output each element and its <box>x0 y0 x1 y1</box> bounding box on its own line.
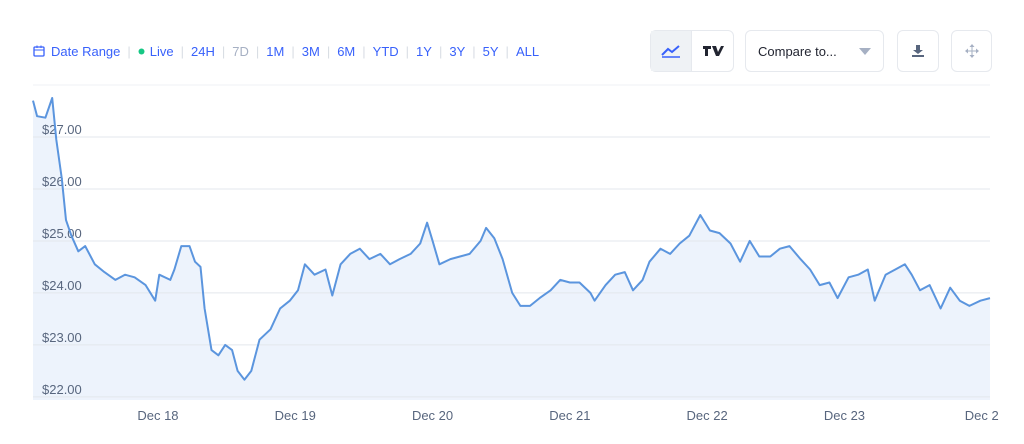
range-button[interactable]: 24H <box>191 43 215 59</box>
y-tick-label: $27.00 <box>42 122 82 137</box>
x-tick-label: Dec 23 <box>824 408 865 423</box>
line-chart-button[interactable] <box>651 31 693 71</box>
area <box>33 98 990 400</box>
range-button[interactable]: 7D <box>232 43 249 59</box>
live[interactable]: Live <box>149 43 174 59</box>
y-tick-label: $26.00 <box>42 174 82 189</box>
y-tick-label: $24.00 <box>42 278 82 293</box>
download-button[interactable] <box>897 30 939 72</box>
x-tick-label: Dec 2 <box>965 408 999 423</box>
y-tick-label: $22.00 <box>42 382 82 397</box>
x-tick-label: Dec 18 <box>137 408 178 423</box>
range-button[interactable]: 1M <box>266 43 285 59</box>
range-button[interactable]: ALL <box>515 43 540 59</box>
range-button[interactable]: 3Y <box>449 43 466 59</box>
y-tick-label: $23.00 <box>42 330 82 345</box>
x-tick-label: Dec 19 <box>275 408 316 423</box>
y-tick-label: $25.00 <box>42 226 82 241</box>
calendar-icon <box>33 45 45 57</box>
fullscreen-button[interactable] <box>951 30 992 72</box>
tradingview-button[interactable] <box>692 31 733 71</box>
range-button[interactable]: 1Y <box>416 43 432 59</box>
compare-label: Compare to... <box>758 43 837 59</box>
live-dot <box>138 48 145 54</box>
toolbar: Date Range | Live | 24H | 7D | 1M | 3M | 6M | YTD | 1… <box>33 42 539 60</box>
compare-dropdown[interactable]: Compare to... <box>745 30 884 72</box>
chart-type-group <box>650 30 734 72</box>
range-button[interactable]: YTD <box>372 43 399 59</box>
date-range[interactable]: Date Range <box>51 43 121 59</box>
x-tick-label: Dec 20 <box>412 408 453 423</box>
range-button[interactable]: 5Y <box>482 43 499 59</box>
dropdown-arrow <box>859 47 871 55</box>
x-tick-label: Dec 22 <box>687 408 728 423</box>
x-tick-label: Dec 21 <box>549 408 590 423</box>
price-line <box>32 97 991 381</box>
range-button[interactable]: 3M <box>301 43 320 59</box>
range-button[interactable]: 6M <box>337 43 356 59</box>
